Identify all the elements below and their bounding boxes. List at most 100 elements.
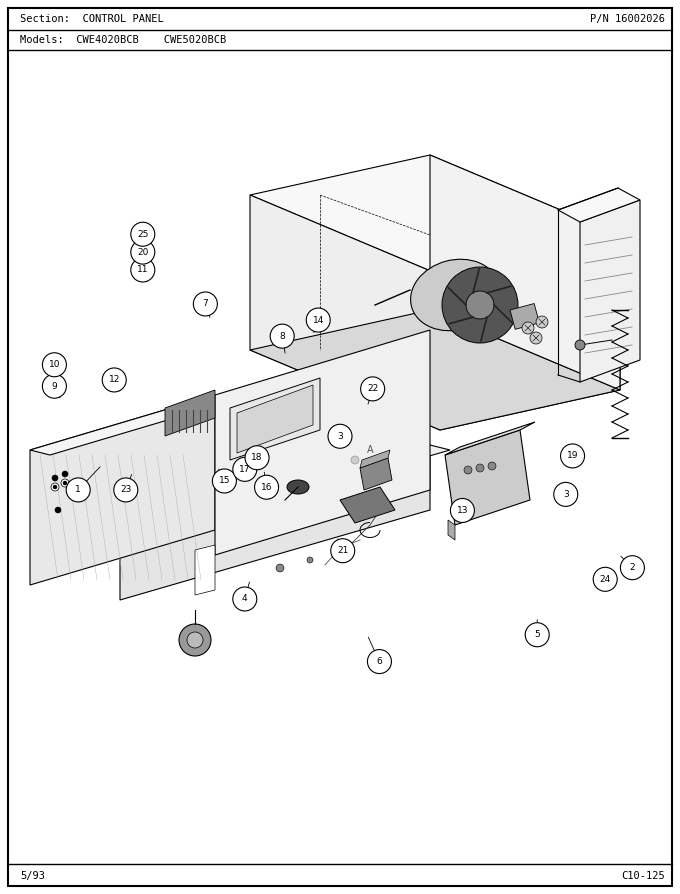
Circle shape <box>464 466 472 474</box>
Circle shape <box>245 446 269 469</box>
Text: Section:  CONTROL PANEL: Section: CONTROL PANEL <box>20 14 164 24</box>
Text: 22: 22 <box>367 384 378 393</box>
Circle shape <box>488 462 496 470</box>
Polygon shape <box>445 430 530 525</box>
Text: A: A <box>367 445 373 455</box>
Polygon shape <box>30 395 235 455</box>
Text: 5/93: 5/93 <box>20 871 45 881</box>
Circle shape <box>560 444 585 468</box>
Circle shape <box>328 425 352 448</box>
Text: 1: 1 <box>75 485 81 494</box>
Polygon shape <box>120 445 430 600</box>
Polygon shape <box>340 487 395 523</box>
Circle shape <box>442 267 518 343</box>
Circle shape <box>52 475 58 481</box>
Circle shape <box>42 353 67 376</box>
Polygon shape <box>360 450 390 468</box>
Text: 20: 20 <box>137 248 148 257</box>
Circle shape <box>55 507 61 513</box>
Circle shape <box>62 471 68 477</box>
Circle shape <box>593 568 617 591</box>
Text: 3: 3 <box>563 490 568 499</box>
Text: 16: 16 <box>261 483 272 492</box>
Circle shape <box>450 499 475 522</box>
Circle shape <box>233 458 257 481</box>
Text: C10-125: C10-125 <box>622 871 665 881</box>
Circle shape <box>525 623 549 646</box>
Polygon shape <box>250 195 440 430</box>
Polygon shape <box>445 422 535 455</box>
Circle shape <box>270 325 294 348</box>
Text: 4: 4 <box>242 595 248 603</box>
Circle shape <box>61 479 69 487</box>
Text: 14: 14 <box>313 316 324 325</box>
Text: 12: 12 <box>109 375 120 384</box>
Polygon shape <box>448 520 455 540</box>
Text: 24: 24 <box>600 575 611 584</box>
Circle shape <box>276 564 284 572</box>
Circle shape <box>114 478 138 502</box>
Circle shape <box>53 485 57 489</box>
Text: 11: 11 <box>137 266 148 274</box>
Circle shape <box>66 478 90 502</box>
Polygon shape <box>430 155 620 390</box>
Circle shape <box>530 332 542 344</box>
Circle shape <box>51 483 59 491</box>
Text: 13: 13 <box>457 506 468 515</box>
Circle shape <box>476 464 484 472</box>
Circle shape <box>233 587 257 611</box>
Polygon shape <box>440 235 620 430</box>
Polygon shape <box>580 200 640 382</box>
Text: 9: 9 <box>52 382 57 391</box>
Text: 23: 23 <box>120 485 131 494</box>
Circle shape <box>360 377 385 401</box>
Circle shape <box>307 557 313 563</box>
Text: 2: 2 <box>630 563 635 572</box>
Text: 5: 5 <box>534 630 540 639</box>
Polygon shape <box>237 385 313 453</box>
Circle shape <box>361 471 369 479</box>
Text: 25: 25 <box>137 230 148 239</box>
Text: 19: 19 <box>567 451 578 460</box>
Text: 10: 10 <box>49 360 60 369</box>
Polygon shape <box>250 310 620 430</box>
Circle shape <box>330 539 355 562</box>
Circle shape <box>306 308 330 332</box>
Bar <box>510 304 539 329</box>
Ellipse shape <box>411 259 499 331</box>
Text: P/N 16002026: P/N 16002026 <box>590 14 665 24</box>
Text: Models:  CWE4020BCB    CWE5020BCB: Models: CWE4020BCB CWE5020BCB <box>20 35 226 45</box>
Circle shape <box>351 456 359 464</box>
Text: 7: 7 <box>203 299 208 308</box>
Circle shape <box>254 476 279 499</box>
Circle shape <box>102 368 126 392</box>
Ellipse shape <box>287 480 309 494</box>
Polygon shape <box>165 390 215 436</box>
Circle shape <box>187 632 203 648</box>
Circle shape <box>42 375 67 398</box>
Circle shape <box>466 291 494 319</box>
Circle shape <box>131 240 155 264</box>
Polygon shape <box>360 458 392 490</box>
Circle shape <box>131 258 155 282</box>
Polygon shape <box>215 330 430 555</box>
Circle shape <box>367 650 392 673</box>
Text: 15: 15 <box>219 477 230 485</box>
Circle shape <box>536 316 548 328</box>
Circle shape <box>67 482 73 488</box>
Text: 17: 17 <box>239 465 250 474</box>
Text: 21: 21 <box>337 546 348 555</box>
Text: 6: 6 <box>377 657 382 666</box>
Circle shape <box>336 426 344 434</box>
Text: 3: 3 <box>337 432 343 441</box>
Polygon shape <box>250 155 620 275</box>
Circle shape <box>63 481 67 485</box>
Circle shape <box>522 322 534 334</box>
Polygon shape <box>558 188 640 222</box>
Polygon shape <box>120 445 450 540</box>
Circle shape <box>179 624 211 656</box>
Circle shape <box>193 292 218 316</box>
Text: 8: 8 <box>279 332 285 341</box>
Polygon shape <box>230 378 320 460</box>
Circle shape <box>620 556 645 579</box>
